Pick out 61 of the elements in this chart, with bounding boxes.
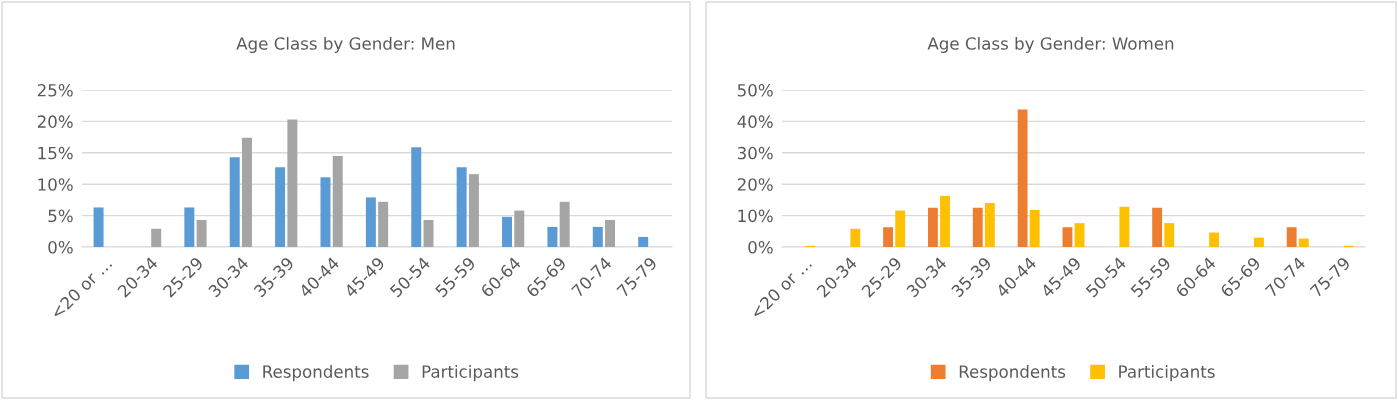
bar — [514, 210, 525, 247]
bar — [638, 236, 649, 247]
bar — [93, 207, 104, 247]
bar — [883, 227, 893, 247]
bar — [1254, 237, 1264, 247]
bar — [1119, 206, 1130, 247]
y-tick-label: 5% — [48, 209, 73, 223]
bar — [365, 197, 376, 247]
bar — [559, 201, 570, 247]
bar — [456, 167, 467, 247]
bar — [196, 220, 207, 247]
x-tick-label: <20 or … — [749, 256, 813, 320]
y-tick-label: 50% — [737, 83, 773, 97]
bar — [605, 220, 616, 247]
y-tick-label: 20% — [737, 178, 773, 191]
bar — [502, 216, 513, 247]
y-tick-label: 25% — [37, 83, 73, 97]
legend-label: Participants — [422, 365, 519, 382]
y-tick-label: 40% — [737, 115, 773, 128]
y-tick-label: 0% — [48, 240, 73, 254]
bar — [423, 220, 434, 247]
bar — [411, 147, 422, 247]
bar — [1017, 109, 1028, 247]
legend-label: Respondents — [959, 365, 1066, 382]
bar — [1164, 223, 1175, 247]
bar — [895, 210, 906, 247]
y-tick-label: 10% — [738, 209, 773, 223]
bar — [151, 228, 162, 247]
y-tick-label: 0% — [748, 240, 773, 254]
y-tick-label: 10% — [38, 178, 73, 191]
bar — [1029, 209, 1040, 247]
bar — [1062, 227, 1073, 247]
bar — [468, 174, 479, 247]
bar — [378, 201, 389, 247]
legend-label: Respondents — [263, 365, 369, 382]
bar — [332, 155, 343, 247]
bar — [1209, 232, 1220, 247]
y-tick-label: 20% — [37, 115, 73, 128]
bar — [592, 226, 603, 247]
bar — [287, 119, 298, 247]
chart-title: Age Class by Gender: Men — [236, 36, 455, 54]
bar — [927, 207, 938, 247]
bar — [1298, 238, 1309, 247]
bar — [229, 157, 240, 247]
y-tick-label: 15% — [38, 146, 73, 160]
bar — [241, 137, 252, 247]
bar — [984, 203, 995, 247]
bar — [1286, 227, 1297, 247]
bar — [184, 207, 195, 247]
x-tick-label: <20 or … — [49, 256, 113, 320]
legend-label: Participants — [1119, 365, 1215, 382]
bar — [1152, 207, 1163, 247]
bar — [850, 228, 861, 247]
chart-title: Age Class by Gender: Women — [927, 36, 1174, 54]
bar — [320, 177, 331, 247]
bar — [547, 226, 558, 247]
bar — [1074, 223, 1085, 247]
bar — [275, 167, 286, 247]
bar — [972, 207, 983, 247]
y-tick-label: 30% — [737, 146, 773, 160]
bar — [940, 195, 950, 247]
